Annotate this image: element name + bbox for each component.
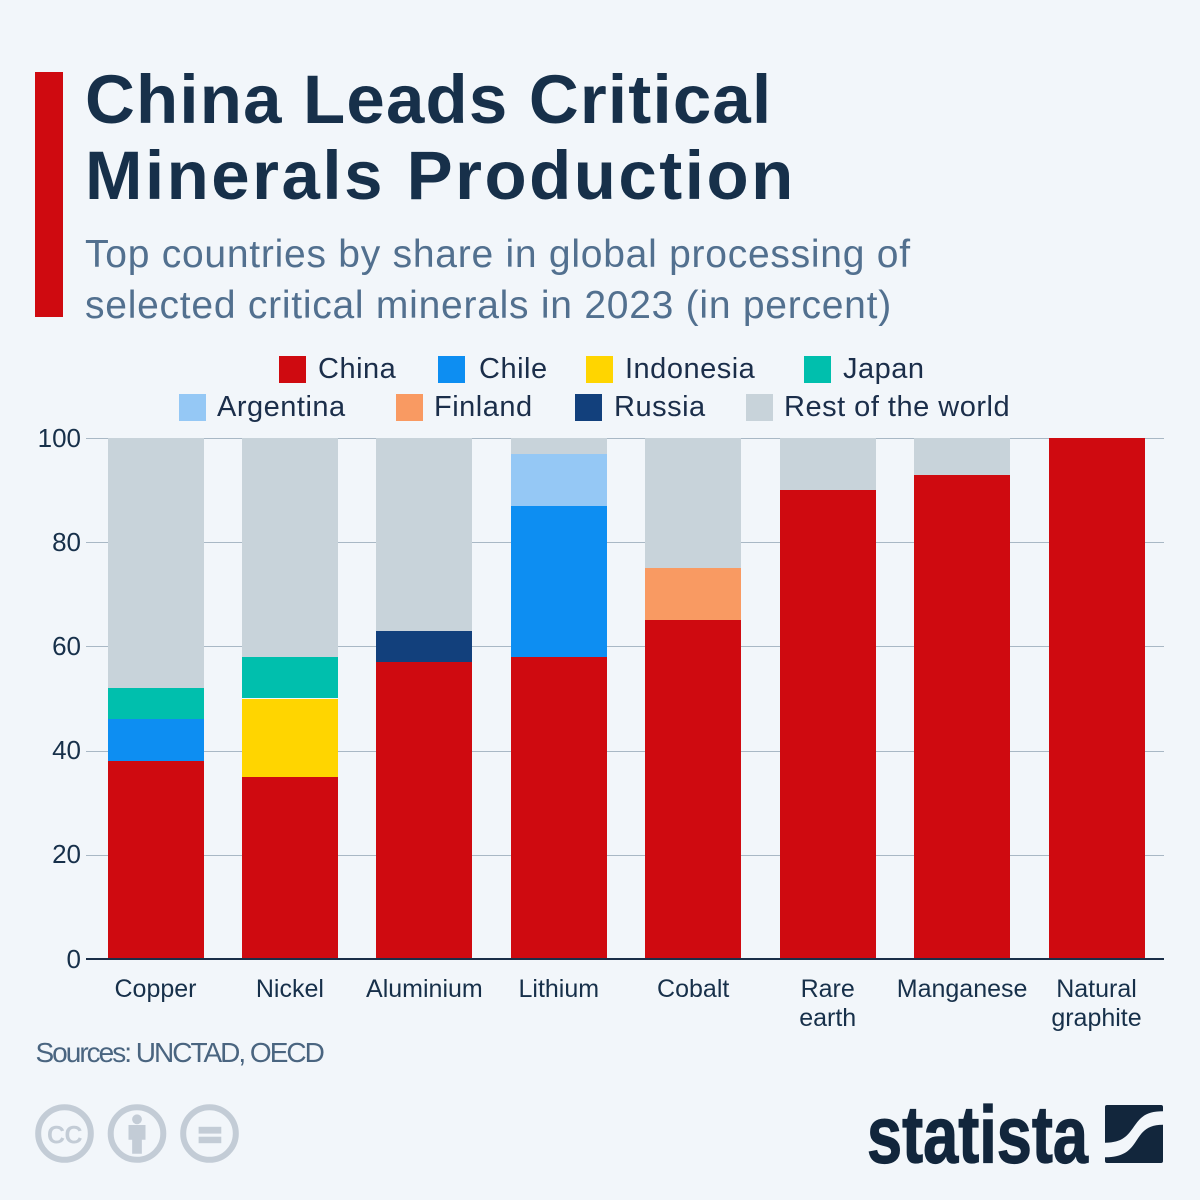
svg-text:CC: CC — [47, 1121, 83, 1149]
svg-text:statista: statista — [867, 1098, 1089, 1168]
